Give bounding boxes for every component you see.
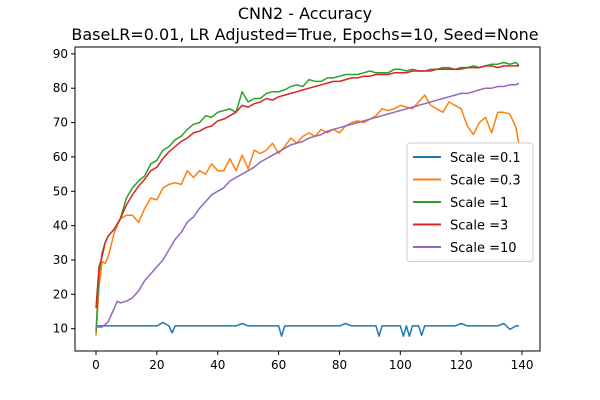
- x-tick-label: 140: [511, 358, 534, 372]
- series-line-4: [96, 82, 520, 328]
- y-tick-label: 10: [53, 322, 68, 336]
- x-tick-label: 20: [149, 358, 164, 372]
- chart-subtitle: BaseLR=0.01, LR Adjusted=True, Epochs=10…: [71, 25, 538, 44]
- y-tick-label: 50: [53, 184, 68, 198]
- plot-area: [95, 61, 520, 337]
- axes: 0 20 40 60 80 100 120 140 10 20 30 40 50 60 70 80 90: [53, 46, 541, 372]
- y-tick-label: 40: [53, 219, 68, 233]
- y-tick-label: 70: [53, 116, 68, 130]
- y-tick-label: 30: [53, 253, 68, 267]
- axes-frame: [74, 46, 541, 352]
- y-tick-label: 80: [53, 81, 68, 95]
- x-tick-label: 60: [271, 358, 286, 372]
- y-tick-label: 60: [53, 150, 68, 164]
- series-line-2: [95, 61, 520, 333]
- y-tick-label: 20: [53, 287, 68, 301]
- legend-label-4: Scale =10: [450, 241, 517, 256]
- x-tick-label: 40: [210, 358, 225, 372]
- chart-title: CNN2 - Accuracy: [238, 4, 372, 23]
- series-line-3: [95, 65, 519, 309]
- series-line-0: [96, 321, 519, 337]
- x-tick-label: 80: [332, 358, 347, 372]
- y-tick-label: 90: [53, 47, 68, 61]
- legend: Scale =0.1 Scale =0.3 Scale =1 Scale =3 Scal…: [406, 142, 534, 262]
- x-tick-label: 0: [92, 358, 100, 372]
- legend-label-3: Scale =3: [450, 219, 508, 234]
- x-tick-label: 100: [389, 358, 412, 372]
- legend-label-1: Scale =0.3: [450, 174, 521, 189]
- legend-label-0: Scale =0.1: [450, 151, 521, 166]
- legend-label-2: Scale =1: [450, 196, 508, 211]
- x-tick-label: 120: [450, 358, 473, 372]
- legend-box: [406, 142, 534, 262]
- series-line-1: [95, 94, 520, 336]
